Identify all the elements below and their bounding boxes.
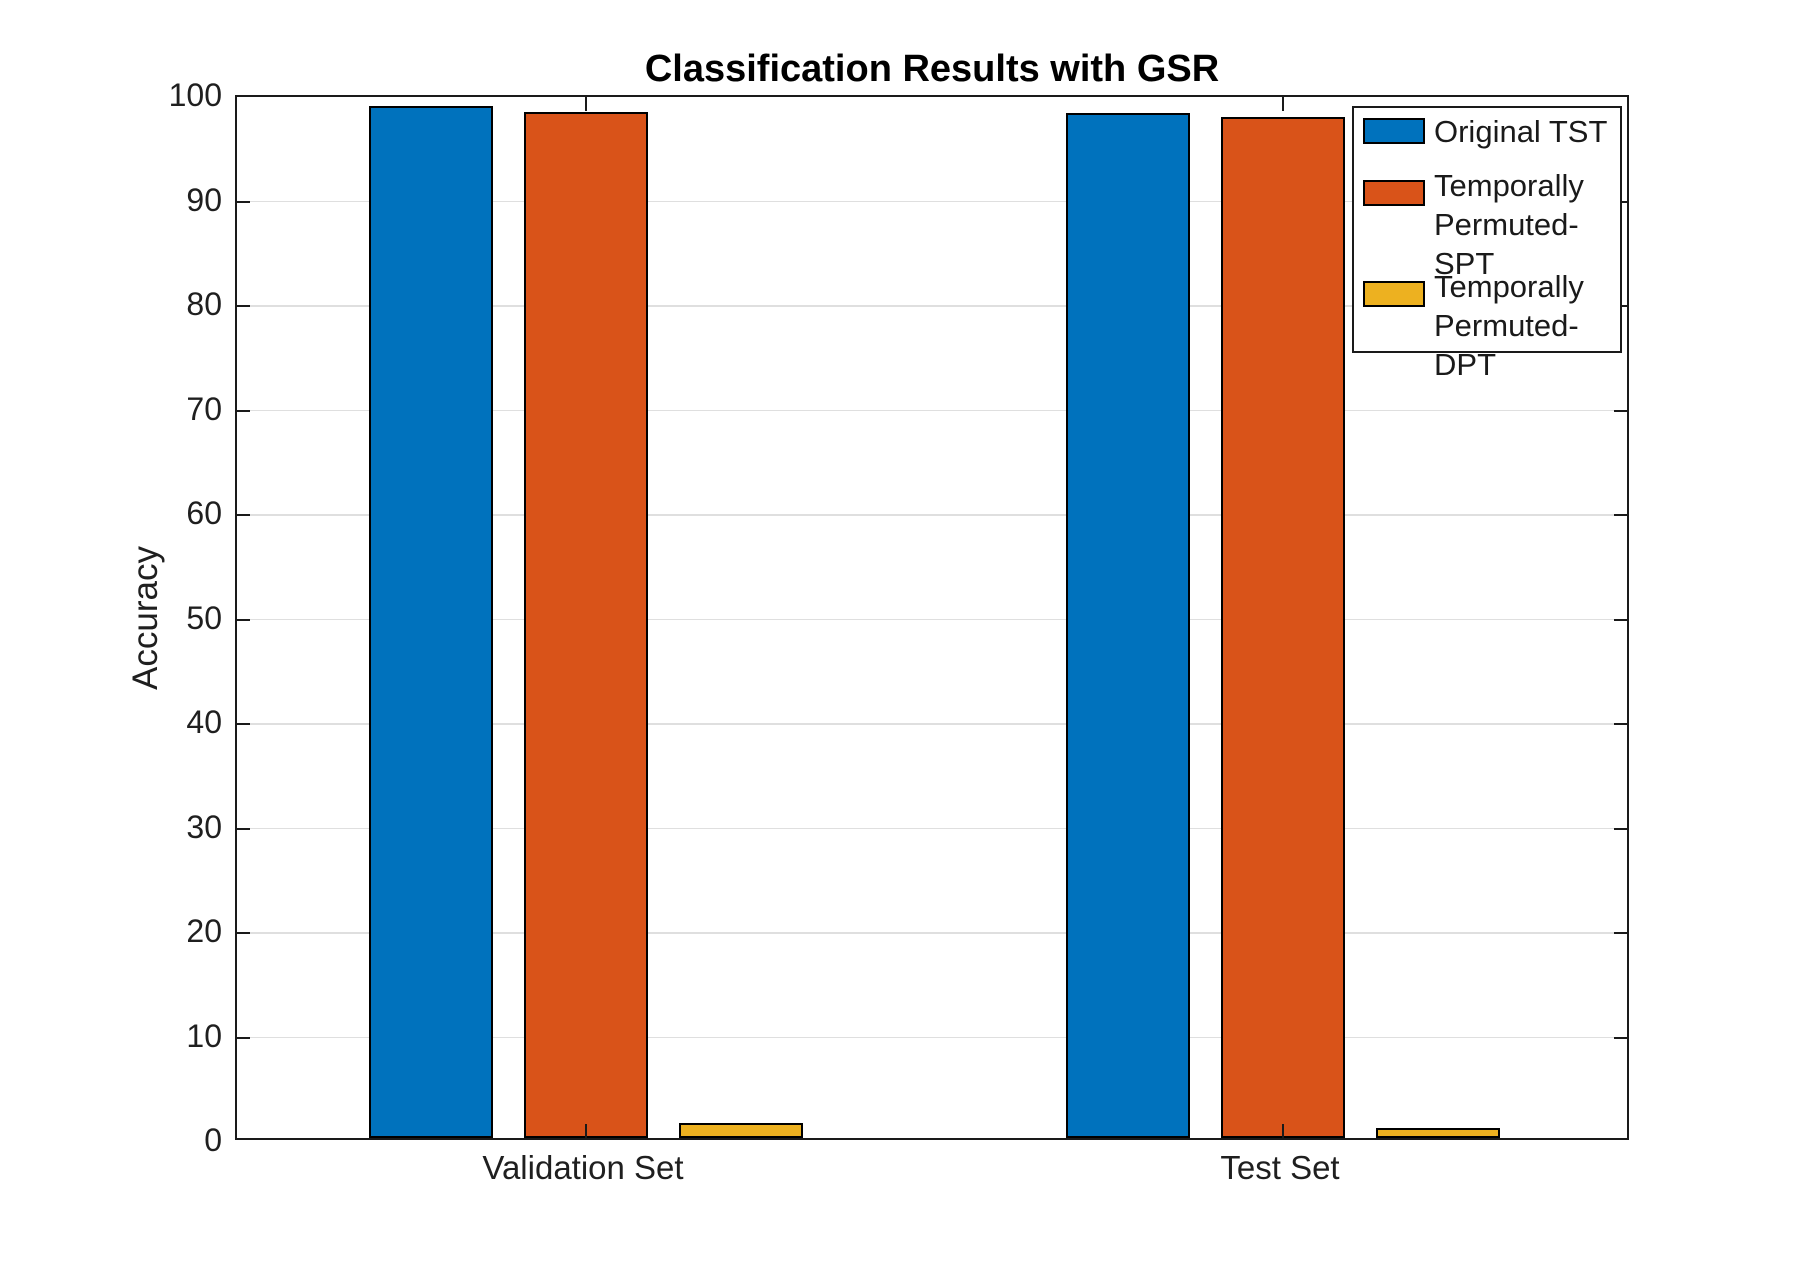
bar-original-tst-test-set — [1065, 112, 1190, 1138]
legend-swatch-temporally-permuted-dpt — [1363, 281, 1425, 307]
gridline — [237, 200, 1627, 203]
legend-label-line: Permuted-SPT — [1434, 207, 1579, 281]
y-tick-mark — [237, 409, 250, 412]
legend: Original TST Temporally Permuted-SPT Tem… — [1352, 106, 1622, 382]
legend-label-original-tst: Original TST — [1434, 112, 1607, 151]
y-tick-mark — [1614, 409, 1627, 412]
legend-swatch-original-tst — [1363, 118, 1425, 144]
chart-title: Classification Results with GSR — [644, 48, 1220, 90]
y-tick-label: 10 — [186, 1017, 222, 1054]
y-tick-label: 60 — [186, 495, 222, 531]
y-tick-label: 20 — [186, 913, 222, 949]
y-tick-label: 50 — [186, 599, 222, 636]
gridline — [237, 932, 1627, 934]
y-tick-mark — [237, 200, 250, 203]
y-tick-label: 80 — [186, 286, 222, 322]
x-category-label-validation-set: Validation Set — [482, 1149, 684, 1186]
legend-label-line: Temporally — [1434, 269, 1584, 304]
y-tick-mark — [237, 514, 250, 516]
gridline — [237, 827, 1627, 830]
legend-item-temporally-permuted-spt: Temporally Permuted-SPT — [1363, 166, 1620, 283]
y-tick-label: 100 — [168, 77, 222, 113]
legend-label-line: Permuted-DPT — [1434, 308, 1579, 382]
y-tick-mark — [237, 618, 250, 621]
y-tick-label: 90 — [186, 181, 222, 218]
y-tick-label: 40 — [186, 704, 222, 740]
y-tick-mark — [237, 723, 250, 725]
y-tick-mark — [237, 827, 250, 830]
y-tick-mark — [237, 1036, 250, 1039]
bar-temporally-permuted-spt-validation-set — [523, 111, 648, 1138]
legend-item-original-tst: Original TST — [1363, 112, 1607, 151]
legend-label-temporally-permuted-dpt: Temporally Permuted-DPT — [1434, 267, 1620, 384]
x-tick-mark — [584, 97, 587, 111]
legend-item-temporally-permuted-dpt: Temporally Permuted-DPT — [1363, 267, 1620, 384]
y-tick-mark — [237, 932, 250, 934]
y-tick-label: 70 — [186, 390, 222, 427]
x-category-label-test-set: Test Set — [1220, 1149, 1340, 1186]
legend-label-line: Temporally — [1434, 168, 1584, 203]
legend-label-temporally-permuted-spt: Temporally Permuted-SPT — [1434, 166, 1620, 283]
y-tick-mark — [1614, 723, 1627, 725]
gridline — [237, 1036, 1627, 1039]
bar-temporally-permuted-spt-test-set — [1220, 117, 1345, 1138]
x-tick-mark — [1281, 97, 1284, 111]
legend-swatch-temporally-permuted-spt — [1363, 180, 1425, 206]
y-tick-mark — [1614, 932, 1627, 934]
gridline — [237, 514, 1627, 516]
y-tick-mark — [1614, 827, 1627, 830]
bar-temporally-permuted-dpt-test-set — [1375, 1127, 1500, 1138]
legend-label-line: Original TST — [1434, 114, 1608, 149]
y-tick-mark — [1614, 514, 1627, 516]
bar-original-tst-validation-set — [368, 105, 493, 1138]
y-tick-mark — [237, 305, 250, 307]
y-tick-mark — [1614, 618, 1627, 621]
bar-temporally-permuted-dpt-validation-set — [678, 1123, 803, 1138]
gridline — [237, 305, 1627, 307]
x-tick-mark — [1281, 1124, 1284, 1138]
gridline — [237, 618, 1627, 621]
y-tick-mark — [1614, 1036, 1627, 1039]
y-tick-label: 30 — [186, 808, 222, 845]
x-tick-mark — [584, 1124, 587, 1138]
gridline — [237, 409, 1627, 412]
gridline — [237, 723, 1627, 725]
y-tick-label: 0 — [204, 1122, 222, 1158]
